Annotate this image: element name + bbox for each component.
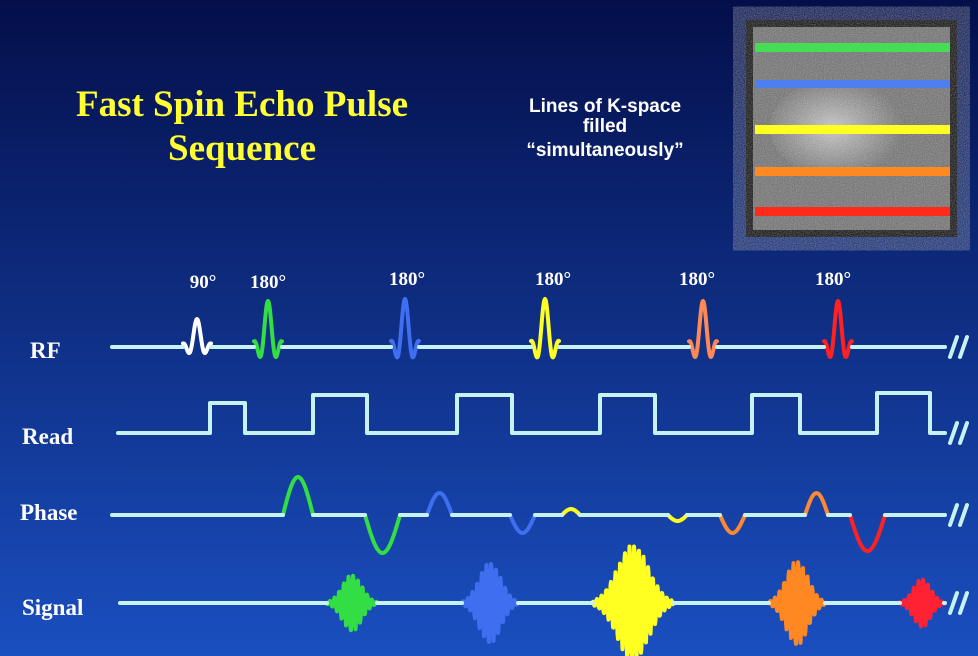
pulse-label: 180° [679,269,715,290]
row-label: Phase [20,500,78,525]
note-line: filled [583,116,627,137]
row-label: RF [30,338,61,363]
title-line: Fast Spin Echo Pulse [76,84,408,125]
pulse-label: 180° [250,272,286,293]
row-label: Read [22,424,73,449]
pulse-label: 180° [535,269,571,290]
kspace-image [746,20,957,237]
note-line: “simultaneously” [526,140,683,161]
pulse-label: 180° [815,269,851,290]
note-line: Lines of K-space [529,96,681,117]
page: {"title": ["Fast Spin Echo Pulse", "Sequ… [0,0,978,656]
title-line: Sequence [168,128,316,169]
slide: Fast Spin Echo Pulse Sequence Lines of K… [0,0,978,656]
pulse-label: 180° [389,269,425,290]
row-label: Signal [22,595,83,620]
pulse-label: 90° [190,272,217,293]
